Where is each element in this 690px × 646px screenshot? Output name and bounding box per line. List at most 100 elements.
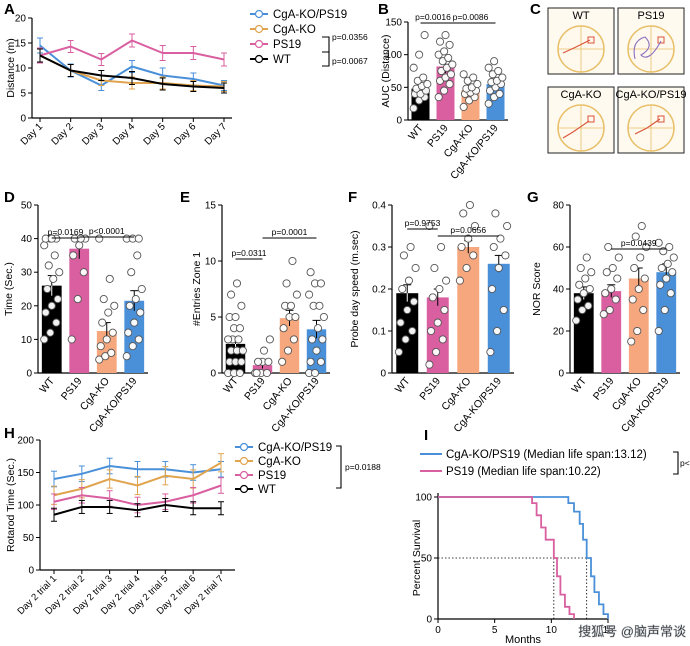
data-point	[423, 80, 432, 89]
data-point	[419, 73, 428, 82]
y-tick-label: 30	[21, 268, 33, 279]
data-point	[41, 308, 50, 317]
data-point	[398, 284, 407, 294]
data-point	[107, 348, 116, 357]
legend-marker	[254, 9, 264, 19]
data-point	[53, 295, 62, 304]
data-point	[440, 86, 449, 95]
data-point	[457, 242, 466, 252]
survival-curve-0	[438, 496, 609, 619]
y-tick-label: 60	[553, 243, 565, 254]
legend-marker	[239, 470, 249, 480]
data-point	[631, 232, 640, 241]
y-tick-label: 100	[17, 501, 34, 512]
data-point	[394, 347, 403, 357]
data-point	[636, 253, 645, 262]
p-value: p=0.0001	[272, 227, 308, 237]
data-point	[668, 268, 677, 277]
data-point	[306, 357, 315, 366]
data-point	[67, 335, 76, 344]
data-point	[470, 221, 479, 231]
data-point	[308, 335, 317, 344]
data-point	[44, 261, 53, 270]
maze-box: WT	[547, 7, 615, 75]
data-point	[578, 305, 587, 315]
stat-bracket	[322, 36, 330, 53]
y-tick-label: 50	[421, 554, 433, 565]
panel-label: I	[424, 427, 428, 444]
data-point	[440, 47, 449, 56]
stat-bracket	[336, 445, 342, 489]
data-point	[409, 104, 418, 113]
data-point	[396, 318, 405, 327]
data-point	[488, 284, 497, 294]
data-point	[587, 268, 596, 277]
data-point	[289, 335, 298, 344]
data-point	[496, 234, 505, 243]
x-tick-label: 5	[492, 625, 498, 636]
x-tick-label: Day 4	[111, 121, 138, 148]
data-point	[399, 251, 408, 260]
data-point	[614, 253, 623, 262]
data-point	[576, 263, 585, 273]
data-point	[108, 328, 117, 337]
data-point	[498, 73, 507, 82]
y-tick-label: 10	[205, 257, 217, 268]
y-tick-label: 0	[26, 369, 32, 380]
panel-label: H	[4, 425, 15, 442]
p-value: p=0.0086	[453, 12, 489, 22]
y-tick-label: 40	[21, 234, 33, 245]
data-point	[102, 335, 111, 344]
y-tick-label: 0.3	[372, 243, 386, 254]
maze-box: CgA-KO	[547, 86, 615, 154]
panel-A-stats: p=0.0356 p=0.0067	[322, 32, 368, 67]
data-point	[96, 342, 105, 351]
data-point	[128, 342, 137, 351]
watermark-text: 搜狐号 @脑声常谈	[578, 624, 686, 639]
y-tick-label: 0	[396, 116, 402, 127]
x-tick-label: Day 1	[19, 121, 46, 148]
y-tick-label: 50	[391, 83, 403, 94]
data-point	[52, 318, 61, 327]
y-tick-label: 0	[558, 369, 564, 380]
data-point	[40, 335, 49, 344]
data-point	[425, 360, 434, 369]
x-tick-label: WT	[221, 375, 241, 396]
panel-I: I 0 50 100 0 5 10 15 Percent Survival Months CgA-K…	[411, 427, 690, 646]
legend-entry: PS19 (Median life span:10.22)	[446, 466, 601, 478]
data-point	[127, 268, 136, 277]
maze-box-title: PS19	[638, 10, 665, 22]
data-point	[75, 241, 84, 250]
data-point	[224, 335, 233, 344]
data-point	[640, 274, 649, 283]
legend-entry: CgA-KO/PS19	[273, 9, 347, 21]
data-point	[237, 301, 246, 310]
series-line-2	[39, 39, 225, 61]
data-point	[494, 263, 503, 273]
data-point	[237, 357, 246, 366]
watermark: 搜狐号 @脑声常谈	[578, 624, 686, 640]
y-axis-label: Distance (m)	[5, 38, 17, 98]
p-value: p=0.0439	[621, 238, 657, 248]
legend-entry: PS19	[273, 39, 301, 51]
stat-bracket	[673, 451, 679, 475]
panel-F: F 0 0.1 0.2 0.3 0.4 Probe day speed (m.sec) WT P…	[348, 189, 514, 435]
legend-marker	[239, 456, 249, 466]
p-value: p=0.0188	[345, 462, 381, 472]
platform-marker	[657, 36, 665, 44]
y-axis-label: #Entries Zone 1	[191, 252, 203, 326]
data-point	[633, 326, 642, 336]
data-point	[462, 263, 471, 273]
panel-H-stats: p=0.0188	[336, 445, 381, 489]
data-point	[305, 290, 314, 299]
data-point	[252, 368, 261, 378]
data-point	[484, 63, 493, 72]
data-point	[654, 238, 663, 247]
platform-marker	[587, 36, 595, 44]
data-point	[602, 268, 611, 277]
data-point	[434, 93, 443, 102]
